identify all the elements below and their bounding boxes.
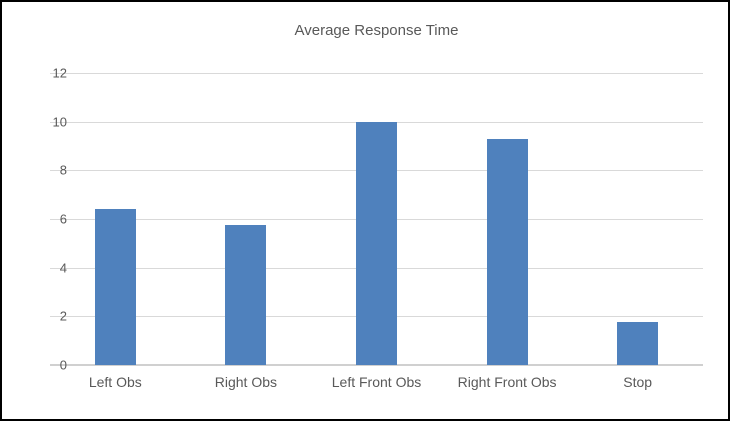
bar-left-front-obs	[356, 121, 397, 365]
y-tick-label: 6	[59, 211, 67, 227]
y-tick-label: 2	[59, 308, 67, 324]
x-tick-label: Right Front Obs	[457, 374, 557, 390]
plot-area	[50, 73, 703, 366]
y-tick-label: 12	[52, 65, 67, 81]
x-tick-label: Left Obs	[88, 374, 142, 390]
bar-stop	[617, 322, 659, 365]
bar-left-obs	[94, 209, 136, 365]
chart-title: Average Response Time	[294, 22, 459, 39]
x-axis-line	[50, 364, 703, 366]
gridline-y-12	[50, 73, 703, 74]
x-tick-label: Right Obs	[214, 374, 278, 390]
y-tick-label: 10	[52, 114, 67, 130]
x-tick-label: Left Front Obs	[331, 374, 422, 390]
x-tick-label: Stop	[623, 374, 653, 390]
y-tick-label: 4	[59, 260, 67, 276]
bar-right-front-obs	[486, 138, 528, 365]
y-tick-label: 0	[59, 357, 67, 373]
bar-right-obs	[225, 225, 267, 365]
y-tick-label: 8	[59, 162, 67, 178]
